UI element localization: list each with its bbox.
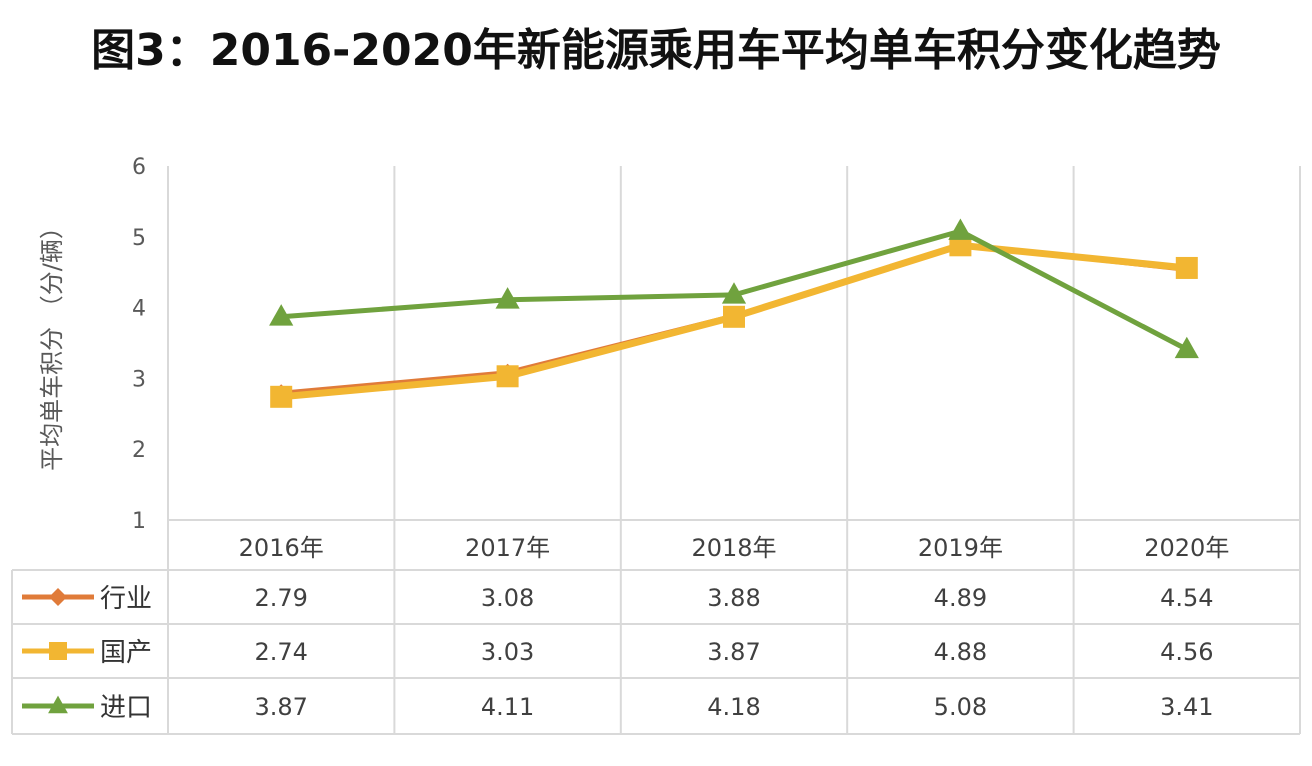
y-tick-label: 2: [132, 438, 146, 463]
data-point-国产: [723, 305, 745, 328]
legend-key-marker: [49, 642, 67, 660]
table-cell-value: 3.88: [707, 584, 760, 612]
data-point-进口: [1174, 336, 1199, 359]
table-cell-value: 4.54: [1160, 584, 1213, 612]
x-category-label: 2020年: [1144, 534, 1229, 562]
data-point-国产: [496, 365, 519, 388]
data-point-进口: [721, 282, 747, 304]
x-category-label: 2017年: [465, 534, 550, 562]
x-category-label: 2019年: [918, 534, 1003, 562]
legend-label: 国产: [100, 638, 152, 668]
y-tick-label: 6: [132, 155, 146, 180]
table-cell-value: 4.56: [1160, 638, 1213, 666]
y-tick-label: 4: [132, 297, 146, 322]
table-cell-value: 2.79: [254, 584, 307, 612]
table-cell-value: 3.08: [481, 584, 534, 612]
table-cell-value: 2.74: [254, 638, 307, 666]
table-cell-value: 5.08: [934, 693, 987, 721]
legend-key-marker: [48, 695, 68, 714]
table-cell-value: 3.87: [707, 638, 760, 666]
data-point-国产: [270, 385, 293, 408]
data-point-进口: [495, 287, 520, 309]
legend-label: 行业: [100, 584, 152, 614]
y-tick-label: 5: [132, 226, 146, 251]
legend-key-marker: [49, 588, 67, 606]
chart-title: 图3：2016-2020年新能源乘用车平均单车积分变化趋势: [91, 25, 1221, 76]
table-cell-value: 3.41: [1160, 693, 1213, 721]
data-point-国产: [1175, 256, 1198, 279]
y-axis-label: 平均单车积分 （分/辆）: [38, 215, 66, 471]
table-cell-value: 3.03: [481, 638, 534, 666]
table-cell-value: 3.87: [254, 693, 307, 721]
table-cell-value: 4.88: [934, 638, 987, 666]
table-cell-value: 4.11: [481, 693, 534, 721]
data-point-进口: [948, 218, 973, 240]
y-tick-label: 3: [132, 367, 146, 392]
data-point-进口: [269, 304, 294, 326]
table-cell-value: 4.18: [707, 693, 760, 721]
legend-label: 进口: [100, 693, 152, 723]
table-cell-value: 4.89: [934, 584, 987, 612]
x-category-label: 2016年: [239, 534, 324, 562]
y-tick-label: 1: [132, 509, 146, 534]
x-category-label: 2018年: [691, 534, 776, 562]
